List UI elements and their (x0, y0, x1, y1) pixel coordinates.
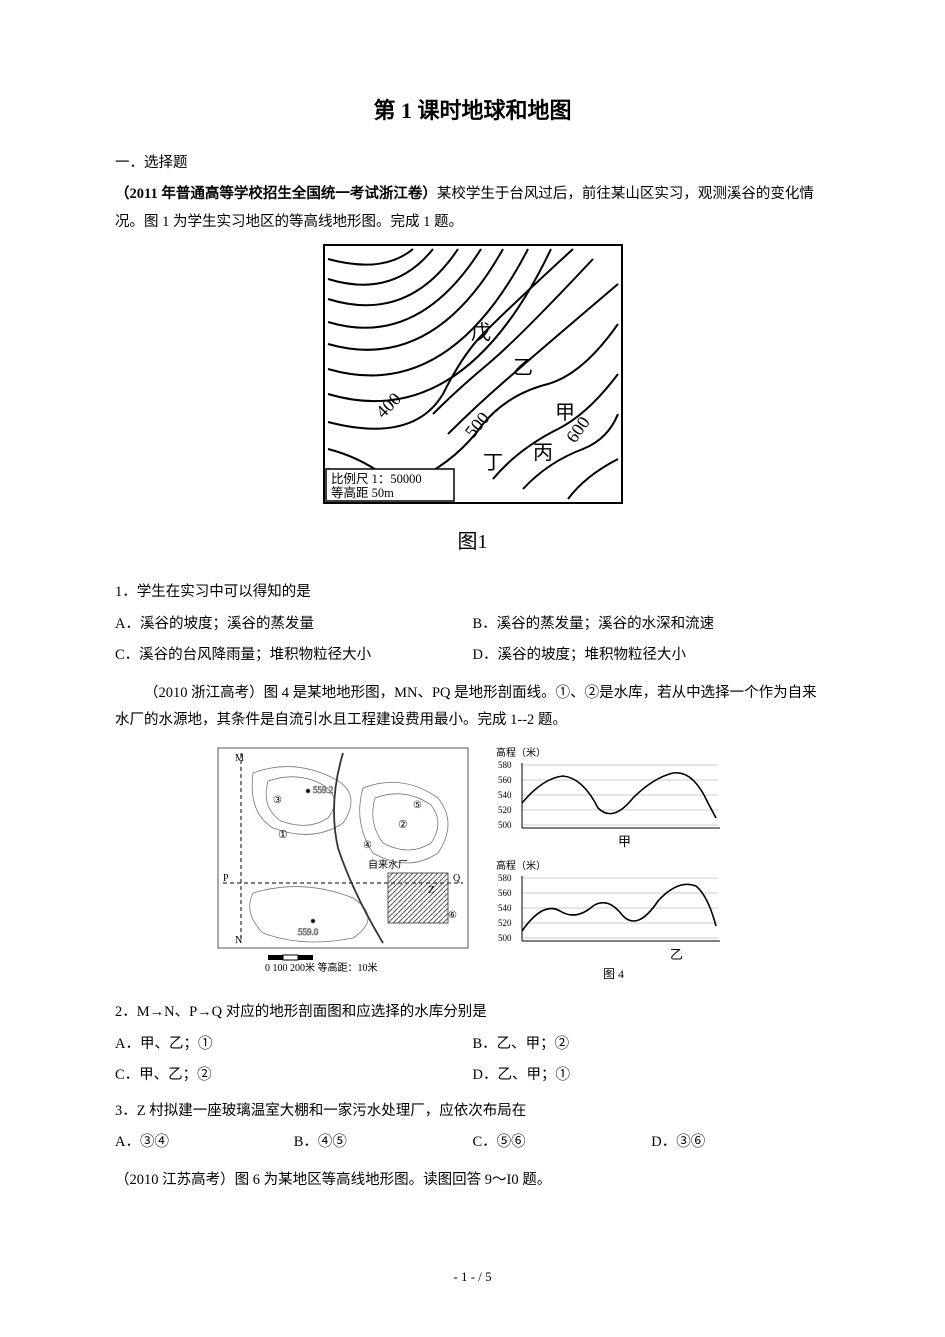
svg-text:①: ① (278, 829, 288, 841)
label-ding: 丁 (483, 452, 503, 474)
figure-4: M N P Q 559.2 559.0 ① ② (115, 743, 830, 992)
svg-text:⑤: ⑤ (413, 800, 422, 811)
svg-text:520: 520 (498, 918, 512, 928)
svg-text:560: 560 (498, 775, 512, 785)
q2-opt-d: D．乙、甲；① (473, 1062, 831, 1090)
page-footer: - 1 - / 5 (115, 1265, 830, 1290)
q1-opt-a: A．溪谷的坡度；溪谷的蒸发量 (115, 611, 473, 639)
q2-stem: 2．M→N、P→Q 对应的地形剖面图和应选择的水库分别是 (115, 999, 830, 1027)
label-yi: 乙 (513, 357, 533, 379)
profile-bot-name: 乙 (670, 947, 683, 962)
profile-bot-ylabel: 高程（米） (496, 859, 546, 872)
q3-opt-d: D．③⑥ (651, 1129, 830, 1157)
svg-text:580: 580 (498, 873, 512, 883)
fig4-left-scale: 0 100 200米 等高距：10米 (265, 961, 378, 974)
svg-text:④: ④ (363, 840, 372, 851)
svg-text:540: 540 (498, 790, 512, 800)
fig1-interval: 等高距 50m (331, 485, 394, 500)
q3-opt-b: B．④⑤ (294, 1129, 473, 1157)
q1-stem: 1．学生在实习中可以得知的是 (115, 579, 830, 607)
svg-text:③: ③ (273, 795, 282, 806)
svg-text:Q: Q (453, 873, 461, 884)
svg-text:P: P (223, 873, 229, 884)
svg-text:⑥: ⑥ (448, 910, 457, 921)
svg-text:559.0: 559.0 (298, 927, 319, 937)
profile-top-name: 甲 (618, 834, 631, 849)
svg-text:500: 500 (498, 820, 512, 830)
svg-text:520: 520 (498, 805, 512, 815)
label-wu: 戊 (471, 321, 491, 344)
section-heading: 一．选择题 (115, 150, 830, 178)
svg-text:②: ② (398, 819, 408, 831)
q3-stem: 3．Z 村拟建一座玻璃温室大棚和一家污水处理厂，应依次布局在 (115, 1098, 830, 1126)
intro1-bold: （2011 年普通高等学校招生全国统一考试浙江卷） (115, 186, 437, 202)
svg-text:560: 560 (498, 888, 512, 898)
q3-opt-c: C．⑤⑥ (473, 1129, 652, 1157)
q2-opt-c: C．甲、乙；② (115, 1062, 473, 1090)
svg-text:540: 540 (498, 903, 512, 913)
intro-paragraph-3: （2010 江苏高考）图 6 为某地区等高线地形图。读图回答 9～I0 题。 (115, 1167, 830, 1195)
svg-text:自来水厂: 自来水厂 (368, 858, 408, 871)
q2-opt-a: A．甲、乙；① (115, 1031, 473, 1059)
q1-opt-d: D．溪谷的坡度；堆积物粒径大小 (473, 642, 831, 670)
figure-1: 戊 乙 甲 丙 丁 400 500 600 比例尺 1：50000 等高距 50… (115, 244, 830, 515)
svg-text:500: 500 (498, 933, 512, 943)
figure-1-caption: 图1 (115, 523, 830, 561)
svg-text:M: M (235, 753, 244, 764)
svg-text:N: N (235, 935, 242, 946)
q1-opt-c: C．溪谷的台风降雨量；堆积物粒径大小 (115, 642, 473, 670)
q2-opt-b: B．乙、甲；② (473, 1031, 831, 1059)
svg-text:Z: Z (428, 884, 435, 896)
svg-text:580: 580 (498, 760, 512, 770)
svg-text:559.2: 559.2 (313, 785, 333, 795)
profile-top-ylabel: 高程（米） (496, 746, 546, 759)
q3-opt-a: A．③④ (115, 1129, 294, 1157)
q1-opt-b: B．溪谷的蒸发量；溪谷的水深和流速 (473, 611, 831, 639)
fig1-scale: 比例尺 1：50000 (331, 472, 422, 486)
intro-paragraph-1: （2011 年普通高等学校招生全国统一考试浙江卷）某校学生于台风过后，前往某山区… (115, 181, 830, 236)
figure-4-caption: 图 4 (603, 967, 624, 981)
intro-paragraph-2: （2010 浙江高考）图 4 是某地地形图，MN、PQ 是地形剖面线。①、②是水… (115, 680, 830, 735)
label-bing: 丙 (533, 442, 553, 464)
page-title: 第 1 课时地球和地图 (115, 90, 830, 132)
